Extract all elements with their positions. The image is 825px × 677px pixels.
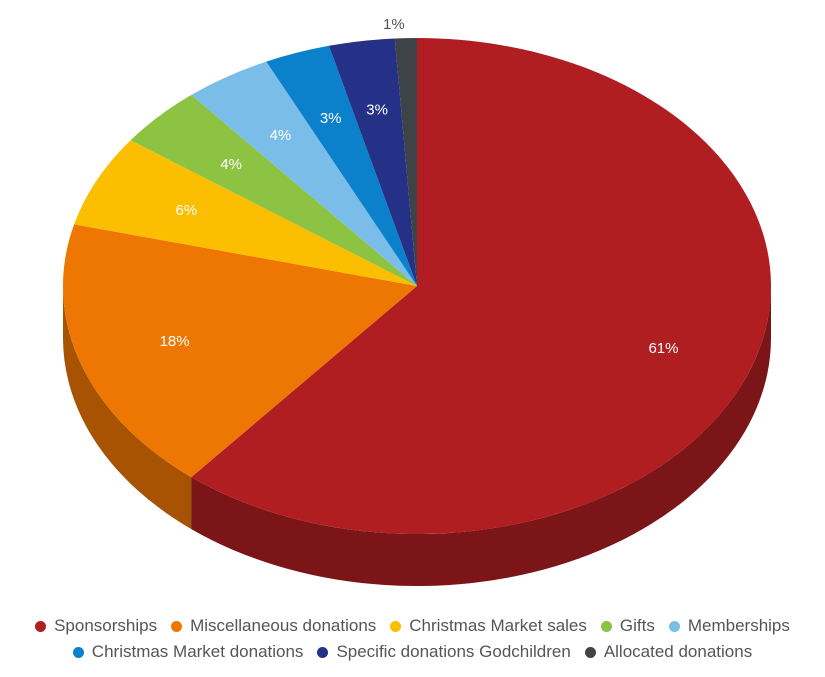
pie-side-0 [191,286,771,586]
legend-marker [35,620,47,632]
pie-data-labels: 61% 18% 6% 4% 4% 3% 3% 1% [160,16,679,357]
legend-marker [584,646,596,658]
data-label: 1% [383,16,405,33]
legend-row: Christmas Market donations Specific donat… [0,639,825,665]
legend-marker [72,646,84,658]
data-label: 61% [648,340,678,357]
pie-slice-christmas-market-sales[interactable] [74,140,418,286]
pie-slice-gifts[interactable] [130,94,418,286]
legend-item[interactable]: Memberships [668,616,790,636]
pie-chart: 61% 18% 6% 4% 4% 3% 3% 1% [63,16,771,586]
data-label: 3% [320,110,342,127]
legend-marker [390,620,402,632]
legend-item[interactable]: Christmas Market sales [390,616,587,636]
pie-slice-memberships[interactable] [191,61,417,286]
pie-slice-specific-donations-godchildren[interactable] [328,38,417,286]
legend-row: Sponsorships Miscellaneous donations Chris… [0,613,825,639]
legend-item[interactable]: Allocated donations [584,642,753,662]
data-label: 3% [366,102,388,119]
legend-marker [668,620,680,632]
legend-label: Memberships [687,616,790,635]
legend: Sponsorships Miscellaneous donations Chris… [0,613,825,665]
legend-label: Sponsorships [54,616,158,635]
pie-slice-sponsorships[interactable] [191,38,771,534]
pie-sides [63,286,771,586]
legend-label: Gifts [619,616,655,635]
legend-label: Specific donations Godchildren [336,642,571,661]
legend-item[interactable]: Sponsorships [35,616,157,636]
legend-label: Christmas Market sales [409,616,587,635]
legend-label: Miscellaneous donations [190,616,377,635]
pie-slice-allocated-donations[interactable] [394,38,417,286]
data-label: 18% [160,333,190,350]
legend-item[interactable]: Specific donations Godchildren [317,642,571,662]
legend-marker [171,620,183,632]
data-label: 6% [176,202,198,219]
data-label: 4% [270,127,292,144]
legend-label: Allocated donations [603,642,753,661]
pie-slices [63,38,771,534]
legend-item[interactable]: Christmas Market donations [72,642,304,662]
data-label: 4% [220,156,242,173]
legend-marker [317,646,329,658]
legend-item[interactable]: Miscellaneous donations [171,616,376,636]
legend-label: Christmas Market donations [91,642,304,661]
pie-slice-christmas-market-donations[interactable] [266,45,417,286]
legend-item[interactable]: Gifts [600,616,655,636]
legend-marker [600,620,612,632]
pie-slice-miscellaneous-donations[interactable] [63,224,418,478]
pie-side-1 [63,286,192,530]
